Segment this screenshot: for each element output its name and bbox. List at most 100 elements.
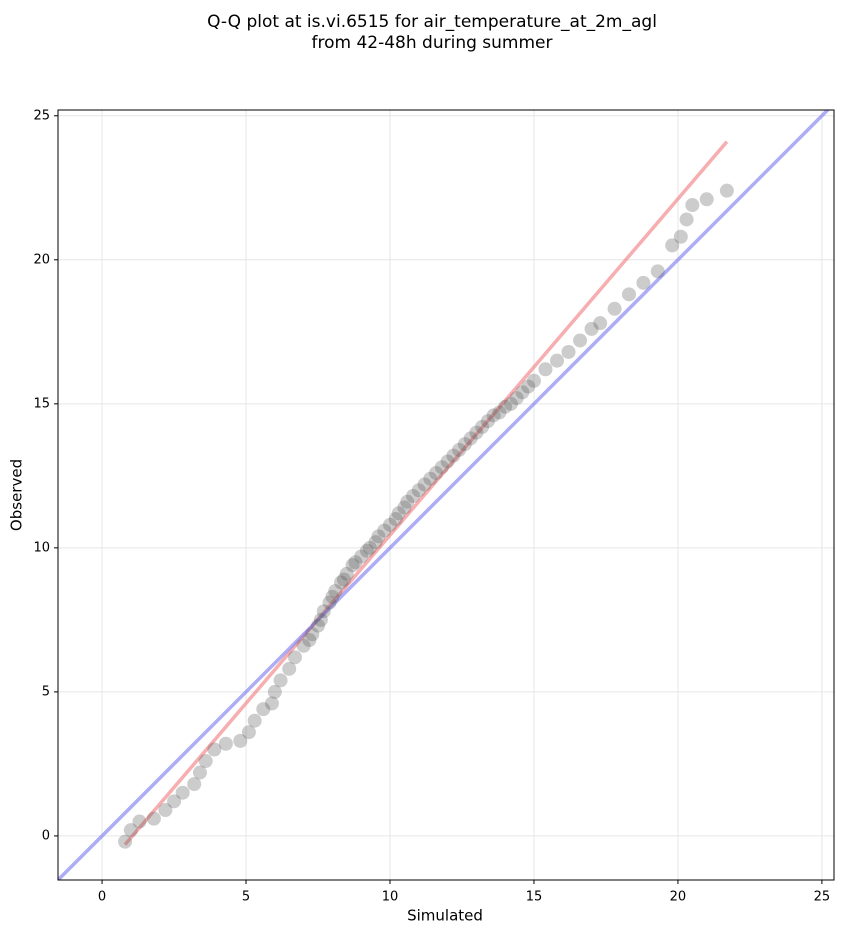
point [561,344,576,359]
x-tick-label: 5 [242,890,250,905]
chart-title: Q-Q plot at is.vi.6515 for air_temperatu… [207,12,657,32]
y-tick-label: 5 [42,684,50,699]
point [584,321,599,336]
point [348,555,363,570]
point [429,465,444,480]
point [434,460,449,475]
x-axis-label: Simulated [407,907,483,925]
y-tick-label: 20 [33,252,50,267]
point [316,604,331,619]
point [207,742,222,757]
point [267,684,282,699]
point [325,589,340,604]
point [673,229,688,244]
point [302,633,317,648]
point [241,725,256,740]
point [287,650,302,665]
point [264,696,279,711]
reference-line [58,110,831,880]
point [339,566,354,581]
point [521,379,536,394]
point [313,612,328,627]
point [345,558,360,573]
point [509,391,524,406]
x-tick-label: 15 [526,890,543,905]
point [322,595,337,610]
point [175,785,190,800]
point [463,431,478,446]
point [282,661,297,676]
point [480,414,495,429]
y-tick-label: 25 [33,108,50,123]
point [397,500,412,515]
x-tick-label: 25 [814,890,831,905]
point [192,765,207,780]
point [406,489,421,504]
chart-title: from 42-48h during summer [312,33,553,53]
point [457,437,472,452]
point [305,627,320,642]
point [256,702,271,717]
point [328,584,343,599]
point [336,572,351,587]
point [382,517,397,532]
point [685,198,700,213]
point [573,333,588,348]
point [607,301,622,316]
y-tick-label: 0 [42,828,50,843]
point [486,408,501,423]
y-tick-label: 15 [33,396,50,411]
point [503,396,518,411]
point [218,736,233,751]
point [446,448,461,463]
point [526,373,541,388]
point [492,405,507,420]
y-tick-label: 10 [33,540,50,555]
point [440,454,455,469]
point [311,618,326,633]
point [359,543,374,558]
point [593,316,608,331]
point [515,385,530,400]
point [354,549,369,564]
point [469,425,484,440]
point [388,512,403,527]
point [368,535,383,550]
point [187,777,202,792]
reference-line [123,140,729,846]
point [550,353,565,368]
point [233,733,248,748]
point [198,754,213,769]
point [247,713,262,728]
point [636,275,651,290]
point [167,794,182,809]
point [400,494,415,509]
point [158,803,173,817]
point [296,638,311,653]
point [123,823,138,838]
point [679,212,694,227]
point [538,362,553,377]
point [699,192,714,207]
point [334,575,349,590]
plot-frame [57,109,835,881]
point [371,529,386,544]
point [417,477,432,492]
point [411,483,426,498]
y-axis-label: Observed [8,459,26,531]
point [132,814,147,829]
point [452,442,467,457]
point [650,264,665,279]
point [146,811,161,826]
point [118,834,133,849]
point [665,238,680,253]
point [273,673,288,688]
x-tick-label: 0 [98,890,106,905]
x-tick-label: 10 [382,890,399,905]
point [362,540,377,555]
x-tick-label: 20 [670,890,687,905]
point [498,399,513,414]
point [423,471,438,486]
point [377,523,392,538]
